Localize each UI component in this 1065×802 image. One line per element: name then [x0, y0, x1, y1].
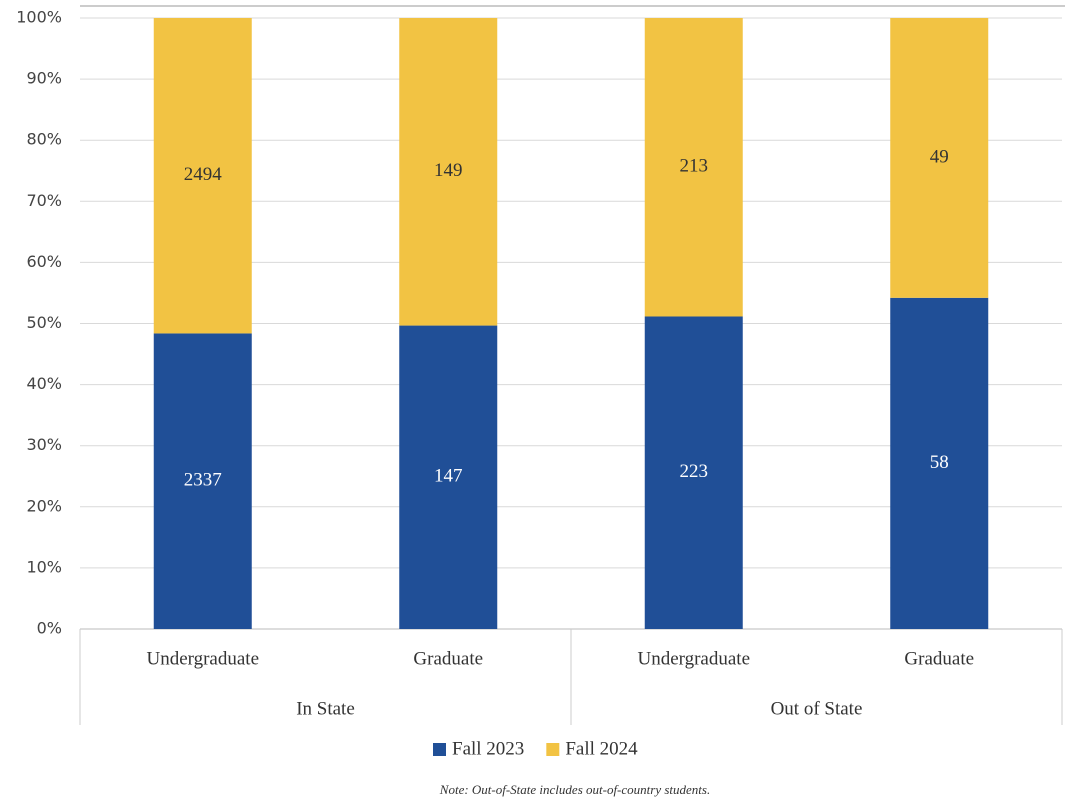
y-tick-label: 60% — [26, 252, 62, 271]
legend-label: Fall 2024 — [565, 738, 638, 759]
legend-label: Fall 2023 — [452, 738, 524, 759]
bar-segment — [890, 297, 989, 629]
data-label: 149 — [434, 160, 463, 181]
bar-segment — [399, 18, 498, 326]
data-label: 147 — [434, 466, 463, 487]
legend-swatch — [546, 743, 560, 756]
bar-segment — [644, 18, 743, 317]
data-label: 2337 — [184, 470, 222, 491]
bar-segment — [153, 18, 252, 334]
legend-swatch — [433, 743, 446, 756]
y-tick-label: 40% — [26, 374, 62, 393]
data-label: 2494 — [184, 164, 223, 185]
data-label: 58 — [930, 452, 949, 473]
y-tick-label: 0% — [37, 619, 62, 638]
y-tick-label: 100% — [16, 8, 62, 27]
y-tick-label: 20% — [26, 496, 62, 515]
y-tick-label: 10% — [26, 557, 62, 576]
data-label: 49 — [930, 146, 949, 167]
y-tick-label: 30% — [26, 435, 62, 454]
x-tick-label: Undergraduate — [146, 648, 259, 669]
data-label: 213 — [680, 156, 709, 177]
x-tick-label: Graduate — [413, 648, 483, 669]
note: Note: Out-of-State includes out-of-count… — [439, 782, 710, 797]
bar-segment — [153, 333, 252, 629]
x-tick-label: Undergraduate — [637, 648, 750, 669]
bar-segment — [890, 18, 989, 298]
y-tick-label: 70% — [26, 191, 62, 210]
data-label: 223 — [680, 461, 709, 482]
y-tick-label: 80% — [26, 130, 62, 149]
bar-segment — [644, 316, 743, 629]
y-tick-label: 50% — [26, 313, 62, 332]
x-tick-label: Graduate — [904, 648, 974, 669]
group-label: In State — [296, 698, 355, 719]
bar-segment — [399, 325, 498, 629]
group-label: Out of State — [771, 698, 863, 719]
y-tick-label: 90% — [26, 69, 62, 88]
